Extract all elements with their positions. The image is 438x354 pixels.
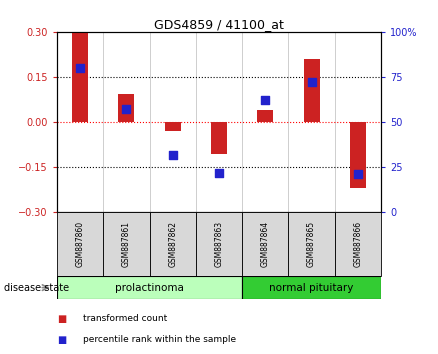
Bar [72, 33, 88, 122]
Bar [304, 59, 320, 122]
Text: prolactinoma: prolactinoma [115, 282, 184, 293]
Point [77, 65, 84, 71]
Text: GSM887861: GSM887861 [122, 221, 131, 267]
Text: GSM887866: GSM887866 [353, 221, 362, 267]
Bar [165, 122, 181, 131]
Bar [257, 110, 273, 122]
Point [262, 98, 269, 103]
Text: GSM887862: GSM887862 [168, 221, 177, 267]
Text: GSM887863: GSM887863 [215, 221, 223, 267]
Bar [57, 212, 103, 276]
Bar [103, 212, 149, 276]
Bar [350, 122, 366, 188]
Text: ■: ■ [57, 314, 66, 324]
Bar [211, 122, 227, 154]
Point [169, 152, 176, 158]
Bar [57, 276, 242, 299]
Point [123, 107, 130, 112]
Point [308, 80, 315, 85]
Text: disease state: disease state [4, 282, 70, 293]
Text: percentile rank within the sample: percentile rank within the sample [83, 335, 237, 344]
Point [215, 170, 223, 176]
Bar [289, 212, 335, 276]
Bar [335, 212, 381, 276]
Bar [196, 212, 242, 276]
Text: GSM887865: GSM887865 [307, 221, 316, 267]
Text: ■: ■ [57, 335, 66, 345]
Title: GDS4859 / 41100_at: GDS4859 / 41100_at [154, 18, 284, 31]
Bar [242, 276, 381, 299]
Bar [118, 93, 134, 122]
Bar [149, 212, 196, 276]
Text: normal pituitary: normal pituitary [269, 282, 354, 293]
Text: transformed count: transformed count [83, 314, 167, 323]
Point [354, 172, 361, 177]
Text: GSM887860: GSM887860 [76, 221, 85, 267]
Bar [242, 212, 289, 276]
Text: GSM887864: GSM887864 [261, 221, 270, 267]
